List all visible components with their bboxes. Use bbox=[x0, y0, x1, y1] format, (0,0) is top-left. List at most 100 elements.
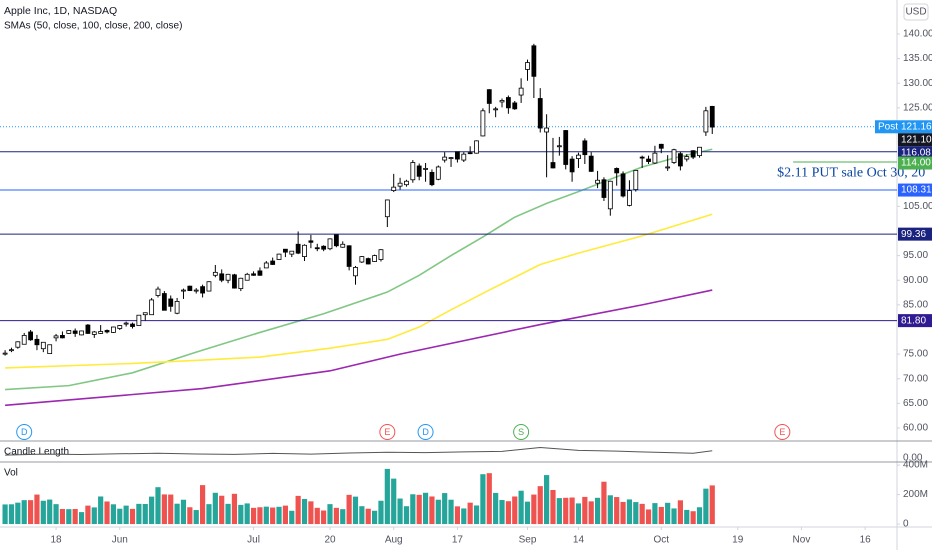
candle-body bbox=[270, 260, 276, 265]
volume-bar bbox=[537, 486, 543, 525]
volume-bar bbox=[684, 509, 690, 525]
volume-bar bbox=[442, 493, 448, 525]
volume-bar bbox=[582, 496, 588, 525]
volume-bar bbox=[123, 505, 129, 525]
price-label: 81.80 bbox=[901, 315, 926, 326]
volume-bar bbox=[575, 503, 582, 525]
candle-body bbox=[117, 325, 123, 329]
candle-body bbox=[435, 166, 441, 180]
volume-bar bbox=[645, 509, 652, 525]
price-label-box bbox=[898, 227, 932, 241]
candle-body bbox=[283, 248, 288, 253]
candle-body bbox=[505, 97, 511, 109]
candle-body bbox=[448, 157, 454, 160]
candle-body bbox=[302, 244, 307, 257]
candle-body bbox=[333, 234, 339, 247]
candle-body bbox=[467, 152, 473, 155]
volume-bar bbox=[104, 501, 110, 525]
currency[interactable]: USD bbox=[905, 7, 926, 18]
volume-bar bbox=[27, 500, 34, 525]
y-tick-label: 140.00 bbox=[903, 29, 932, 40]
volume-bar bbox=[40, 500, 46, 525]
candle-body bbox=[238, 277, 244, 290]
currency-box[interactable] bbox=[903, 3, 929, 21]
candle-body bbox=[257, 270, 263, 276]
volume-bar bbox=[588, 501, 594, 525]
volume-bar bbox=[461, 508, 467, 525]
volume-bar bbox=[257, 507, 263, 525]
candle-body bbox=[410, 162, 416, 181]
indicator-line bbox=[5, 447, 713, 456]
volume-bar bbox=[276, 506, 282, 525]
candle-body bbox=[130, 323, 135, 327]
volume-bar bbox=[709, 485, 715, 525]
volume-bar bbox=[238, 504, 244, 525]
volume-bar bbox=[117, 508, 123, 525]
price-label-box bbox=[898, 156, 932, 170]
candle-body bbox=[697, 146, 702, 157]
x-tick-label: 17 bbox=[452, 535, 464, 546]
candle-body bbox=[200, 286, 205, 294]
moving-average bbox=[5, 289, 713, 407]
candle-body bbox=[607, 180, 613, 210]
volume-bar bbox=[212, 492, 218, 525]
candle-body bbox=[486, 89, 492, 104]
candle-body bbox=[512, 102, 518, 110]
y-tick-label: 105.00 bbox=[903, 201, 932, 212]
volume-bar bbox=[429, 496, 435, 525]
candle-body bbox=[85, 324, 91, 334]
volume-bar bbox=[15, 502, 21, 525]
candle-body bbox=[308, 240, 314, 243]
volume-bar bbox=[295, 495, 301, 525]
annotation-text: $2.11 PUT sale Oct 30, 20 bbox=[777, 165, 925, 180]
candle-body bbox=[28, 331, 33, 341]
event-label: E bbox=[779, 427, 785, 437]
candle-body bbox=[537, 98, 543, 129]
price-label: 121.10 bbox=[901, 134, 932, 145]
volume-bar bbox=[308, 501, 314, 525]
candle-body bbox=[123, 322, 129, 325]
candle-body bbox=[40, 341, 46, 350]
candle-body bbox=[53, 335, 59, 339]
volume-bar bbox=[53, 504, 59, 525]
volume-bar bbox=[8, 504, 15, 525]
candle-body bbox=[442, 156, 448, 161]
candle-body bbox=[493, 108, 499, 111]
volume-bar bbox=[206, 504, 212, 525]
volume-bar bbox=[321, 510, 327, 525]
x-tick-label: Sep bbox=[519, 535, 537, 546]
volume-bar bbox=[263, 506, 269, 525]
volume-bar bbox=[620, 501, 626, 525]
candle-body bbox=[346, 245, 352, 267]
volume-bar bbox=[397, 498, 403, 525]
candle-body bbox=[225, 273, 231, 281]
event-label: S bbox=[518, 427, 524, 437]
price-label: 121.16 bbox=[901, 121, 932, 132]
volume-bar bbox=[652, 503, 658, 525]
y-tick-label: 60.00 bbox=[903, 423, 928, 434]
candle-body bbox=[627, 190, 632, 206]
candle-body bbox=[576, 154, 581, 159]
x-tick-label: Nov bbox=[793, 535, 811, 546]
candle-body bbox=[206, 281, 212, 292]
candle-body bbox=[665, 166, 671, 169]
volume-bar bbox=[480, 474, 486, 525]
candle-body bbox=[219, 273, 225, 281]
candle-body bbox=[397, 182, 403, 187]
price-label-box bbox=[898, 133, 932, 147]
candle-body bbox=[34, 338, 40, 346]
y-tick-label: 130.00 bbox=[903, 78, 932, 89]
candle-body bbox=[365, 258, 371, 265]
candle-body bbox=[232, 274, 237, 289]
volume-bar bbox=[142, 503, 148, 525]
candle-body bbox=[384, 199, 390, 218]
candle-body bbox=[9, 349, 14, 352]
candle-body bbox=[391, 186, 397, 191]
volume-bar bbox=[486, 473, 492, 525]
volume-bar bbox=[391, 478, 397, 525]
volume-bar bbox=[365, 508, 371, 525]
x-tick-label: 18 bbox=[51, 535, 63, 546]
candle-body bbox=[378, 249, 384, 260]
candle-body bbox=[646, 158, 651, 162]
